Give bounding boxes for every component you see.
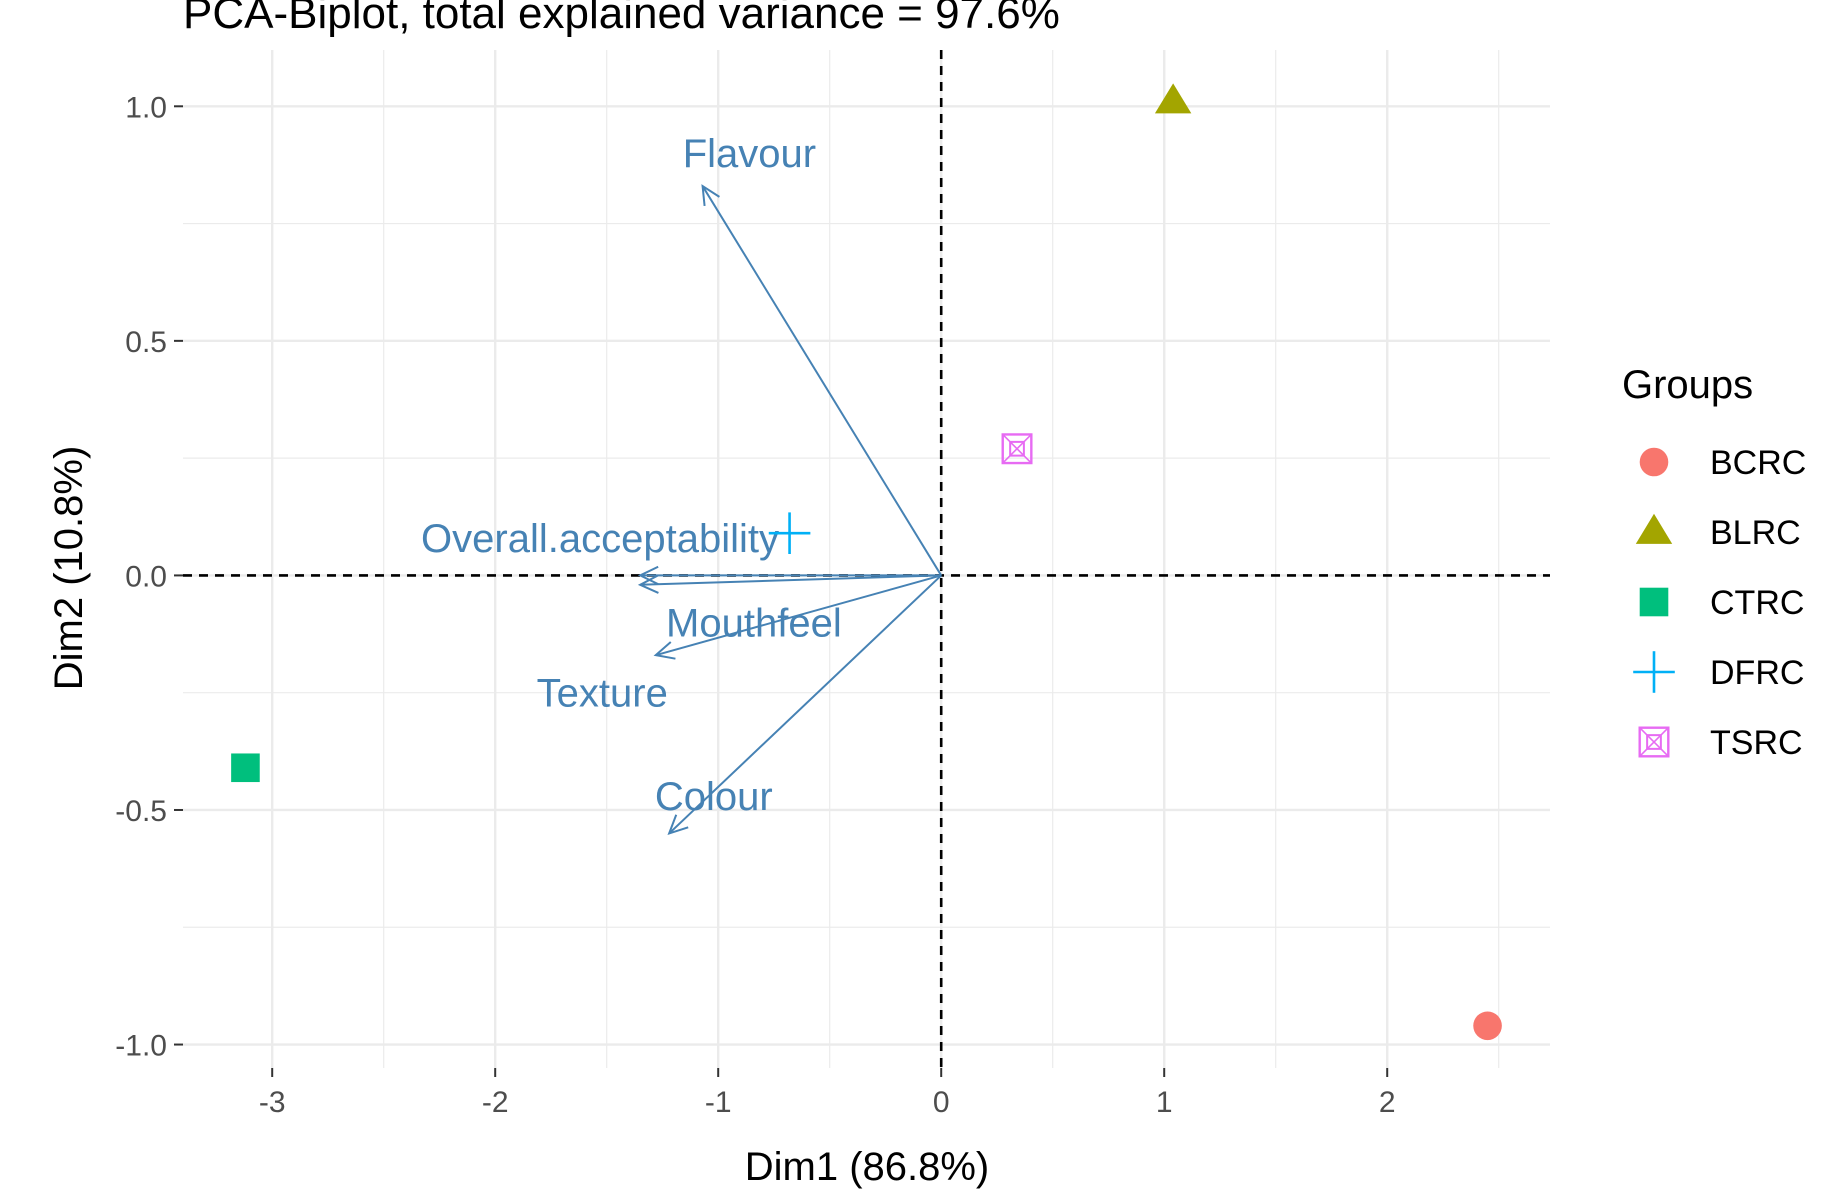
boxed-square-inner [1646, 734, 1662, 750]
triangle-marker [1635, 513, 1673, 544]
point-dfrc [768, 512, 811, 554]
legend-label-blrc: BLRC [1710, 514, 1801, 552]
variable-label-colour: Colour [655, 775, 773, 819]
variable-arrows: Flavour Overall.acceptability Mouthfeel Tex… [421, 132, 943, 836]
boxed-square-diag2 [1002, 433, 1032, 464]
y-tick-label: 1.0 [125, 91, 167, 124]
boxed-square-diag2 [1639, 727, 1669, 757]
square-marker [1639, 587, 1669, 617]
grid [183, 50, 1550, 1068]
legend-key-blrc [1635, 513, 1673, 544]
arrow-texture [655, 574, 942, 657]
x-tick-label: -2 [482, 1086, 509, 1119]
axes: -3 -2 -1 0 1 2 -1.0 -0.5 0.0 0.5 1.0 [115, 91, 1395, 1119]
arrow-head-mouthfeel [637, 565, 659, 586]
x-tick-label: 1 [1156, 1086, 1173, 1119]
point-ctrc [231, 753, 260, 783]
arrow-overall.acceptability [640, 574, 942, 586]
y-tick-label: 0.5 [125, 326, 167, 359]
arrow-colour [668, 574, 942, 835]
arrow-head-texture [653, 641, 676, 660]
data-points [231, 83, 1502, 1041]
arrow-head-flavour [701, 184, 720, 207]
legend-label-ctrc: CTRC [1710, 584, 1804, 622]
variable-label-texture: Texture [537, 672, 668, 716]
legend-label-tsrc: TSRC [1710, 724, 1803, 762]
arrow-head-overall.acceptability [637, 574, 659, 594]
triangle-marker [1154, 83, 1192, 114]
y-tick-label: -1.0 [115, 1030, 167, 1063]
legend-key-dfrc [1633, 651, 1675, 693]
legend-key-tsrc [1638, 726, 1670, 758]
variable-label-mouthfeel: Mouthfeel [666, 601, 842, 645]
point-tsrc [1001, 433, 1033, 465]
legend-key-bcrc [1639, 447, 1669, 477]
y-axis-title: Dim2 (10.8%) [47, 446, 91, 691]
x-tick-label: -1 [705, 1086, 732, 1119]
point-blrc [1154, 83, 1192, 114]
chart-title: PCA-Biplot, total explained variance = 9… [183, 0, 1060, 38]
reference-lines [183, 50, 1550, 1068]
circle-marker [1473, 1011, 1502, 1041]
legend-title: Groups [1622, 363, 1753, 407]
circle-marker [1639, 447, 1669, 477]
square-marker [231, 753, 260, 783]
arrow-head-colour [667, 814, 689, 836]
boxed-square-outer [1638, 726, 1670, 758]
arrow-flavour [701, 185, 943, 576]
variable-label-overall.acceptability: Overall.acceptability [421, 517, 779, 561]
variable-label-flavour: Flavour [683, 132, 816, 176]
x-axis-title: Dim1 (86.8%) [745, 1145, 990, 1189]
y-tick-label: -0.5 [115, 795, 167, 828]
boxed-square-outer [1001, 433, 1033, 465]
legend-label-bcrc: BCRC [1710, 444, 1806, 482]
point-bcrc [1473, 1011, 1502, 1041]
boxed-square-inner [1009, 440, 1025, 457]
legend: Groups BCRC BLRC CTRC DFRC TSRC [1622, 363, 1806, 762]
y-tick-label: 0.0 [125, 560, 167, 593]
x-tick-label: 2 [1379, 1086, 1396, 1119]
legend-key-ctrc [1639, 587, 1669, 617]
x-tick-label: -3 [259, 1086, 286, 1119]
legend-label-dfrc: DFRC [1710, 654, 1804, 692]
x-tick-label: 0 [933, 1086, 950, 1119]
